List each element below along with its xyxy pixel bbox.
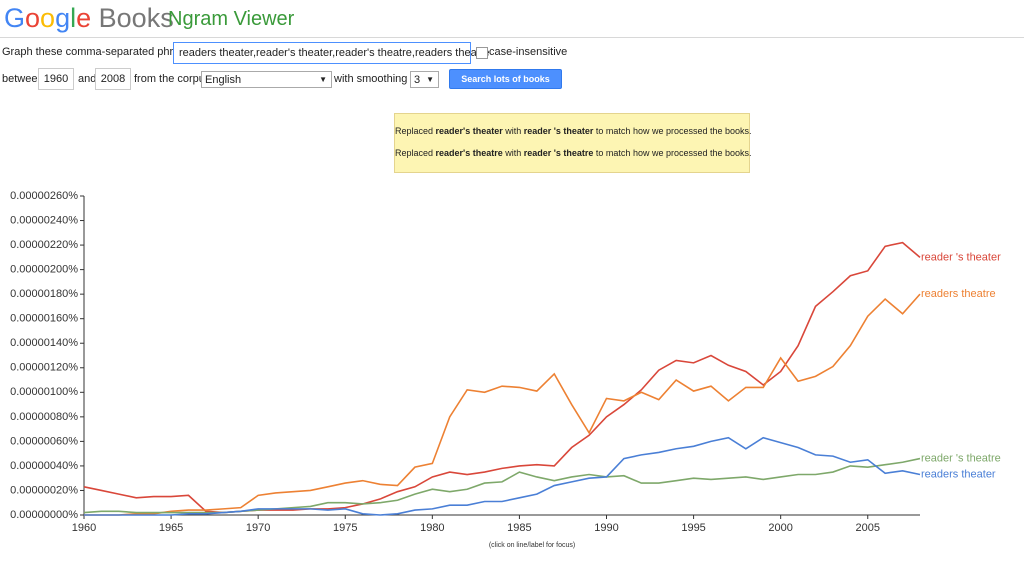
- corpus-label: from the corpus: [134, 73, 211, 85]
- x-tick-label: 1985: [507, 522, 531, 534]
- logo-books: Books: [98, 3, 174, 33]
- notice-phrase: reader's theatre: [435, 148, 503, 158]
- notice-phrase: reader's theater: [435, 126, 503, 136]
- dropdown-arrow: ▼: [319, 75, 327, 84]
- x-tick-label: 1980: [420, 522, 444, 534]
- phrases-label: Graph these comma-separated phrases:: [2, 46, 200, 58]
- dropdown-arrow: ▼: [426, 75, 434, 84]
- start-year: 1960: [43, 73, 69, 85]
- logo-google: Google: [4, 3, 91, 33]
- y-tick-label: 0.00000140%: [10, 337, 78, 349]
- notice-line: Replaced reader's theater with reader 's…: [395, 126, 752, 136]
- end-year: 2008: [100, 73, 126, 85]
- x-tick-label: 2000: [768, 522, 792, 534]
- logo-letter: l: [70, 3, 77, 33]
- notice-text: with: [502, 148, 524, 158]
- case-checkbox[interactable]: [476, 47, 488, 59]
- y-tick-label: 0.00000100%: [10, 386, 78, 398]
- x-tick-label: 1970: [246, 522, 270, 534]
- notice-box: Replaced reader's theater with reader 's…: [394, 113, 752, 173]
- between-label: between: [2, 73, 44, 85]
- search-button[interactable]: Search lots of books: [449, 69, 562, 89]
- notice-text: Replaced: [395, 126, 436, 136]
- notice-text: Replaced: [395, 148, 436, 158]
- notice-phrase: reader 's theater: [523, 126, 594, 136]
- y-tick-label: 0.00000000%: [10, 509, 78, 521]
- logo-letter: o: [40, 3, 56, 33]
- header-rule: [0, 37, 1024, 38]
- logo-letter: e: [76, 3, 92, 33]
- y-tick-label: 0.00000160%: [10, 313, 78, 325]
- x-tick-label: 1960: [72, 522, 96, 534]
- corpus-select[interactable]: English ▼: [201, 71, 332, 88]
- y-tick-label: 0.00000200%: [10, 264, 78, 276]
- notice-text: to match how we processed the books.: [593, 148, 752, 158]
- and-label: and: [78, 73, 97, 85]
- phrases-value: readers theater,reader's theater,reader'…: [179, 47, 490, 59]
- notice-line: Replaced reader's theatre with reader 's…: [395, 148, 752, 158]
- chart-note: (click on line/label for focus): [489, 542, 575, 549]
- series-line: [84, 293, 921, 516]
- x-tick-label: 1975: [333, 522, 357, 534]
- notice-text: to match how we processed the books.: [593, 126, 752, 136]
- y-tick-label: 0.00000120%: [10, 362, 78, 374]
- series-label[interactable]: readers theatre: [921, 288, 996, 300]
- notice-phrase: reader 's theatre: [523, 148, 594, 158]
- start-year-input[interactable]: 1960: [38, 68, 74, 90]
- logo-letter: G: [4, 3, 26, 33]
- corpus-value: English: [205, 74, 242, 86]
- y-tick-label: 0.00000020%: [10, 484, 78, 496]
- phrases-input[interactable]: readers theater,reader's theater,reader'…: [173, 42, 490, 64]
- end-year-input[interactable]: 2008: [95, 68, 131, 90]
- series-label[interactable]: readers theater: [921, 468, 996, 480]
- y-tick-label: 0.00000040%: [10, 460, 78, 472]
- x-tick-label: 1995: [681, 522, 705, 534]
- case-label: case-insensitive: [489, 46, 568, 58]
- series-label[interactable]: reader 's theatre: [921, 452, 1001, 464]
- y-tick-label: 0.00000220%: [10, 239, 78, 251]
- series-line: [84, 436, 921, 516]
- y-tick-label: 0.00000060%: [10, 435, 78, 447]
- product-name: Ngram Viewer: [168, 8, 295, 30]
- search-button-label: Search lots of books: [461, 74, 550, 84]
- logo[interactable]: Google Books: [4, 2, 174, 34]
- smoothing-value: 3: [414, 74, 421, 86]
- logo-letter: g: [55, 3, 71, 33]
- series-label[interactable]: reader 's theater: [921, 251, 1001, 263]
- y-tick-label: 0.00000260%: [10, 190, 78, 202]
- y-tick-label: 0.00000180%: [10, 288, 78, 300]
- y-tick-label: 0.00000080%: [10, 411, 78, 423]
- logo-letter: o: [25, 3, 41, 33]
- notice-text: with: [502, 126, 524, 136]
- x-tick-label: 1990: [594, 522, 618, 534]
- smoothing-label: with smoothing of: [334, 73, 420, 85]
- x-tick-label: 2005: [856, 522, 880, 534]
- series-line: [83, 457, 921, 514]
- smoothing-select[interactable]: 3 ▼: [410, 71, 439, 88]
- x-tick-label: 1965: [159, 522, 183, 534]
- y-tick-label: 0.00000240%: [10, 214, 78, 226]
